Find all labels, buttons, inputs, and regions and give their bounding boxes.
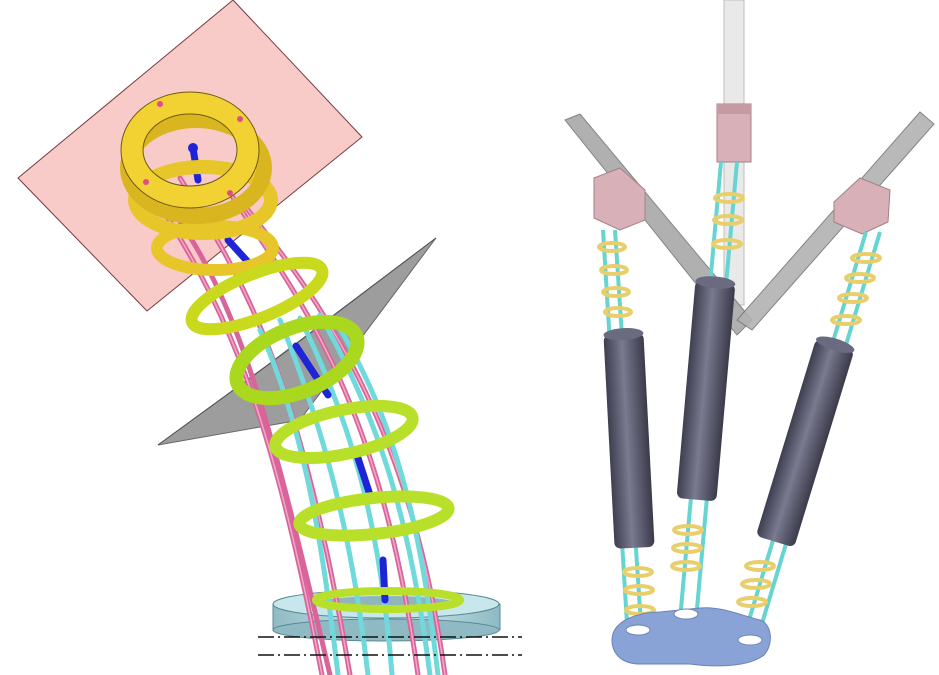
gray-plane-lower	[157, 237, 437, 446]
leg-rings	[597, 192, 882, 616]
telescopic-cylinders	[603, 276, 855, 549]
rod-cyan-4	[317, 312, 433, 675]
joint-top	[716, 103, 752, 163]
rod-cyan-2	[277, 317, 371, 675]
blue-tip	[188, 143, 198, 153]
bolt-hole-4	[227, 190, 233, 196]
ring-lime-3	[269, 400, 419, 464]
cylinder-right	[757, 336, 855, 547]
ring-lime-2	[229, 314, 365, 406]
top-ring-stack	[120, 91, 279, 276]
blue-seg-2	[224, 236, 252, 266]
rod-cyan-1	[257, 327, 341, 675]
left-panel	[17, 0, 522, 675]
joint-right	[833, 177, 891, 235]
bolt-hole-2	[237, 116, 243, 122]
rod-cyan-3	[297, 315, 395, 675]
joint-left	[593, 167, 646, 231]
ring-lime-4	[293, 490, 455, 542]
bolt-hole-3	[143, 179, 149, 185]
right-panel	[564, 0, 935, 667]
base-plate	[611, 607, 771, 667]
joint-blocks	[593, 103, 891, 235]
ring-yellow-1	[121, 92, 259, 208]
pink-plane	[17, 0, 363, 312]
bolt-hole-1	[157, 101, 163, 107]
blue-seg-4	[352, 448, 374, 499]
centerlines	[258, 636, 522, 656]
lime-rings	[185, 256, 464, 613]
ring-lime-1	[185, 256, 329, 336]
cylinder-center	[676, 276, 736, 501]
rod-pink-5	[162, 197, 333, 675]
ring-lime-5	[312, 587, 464, 613]
cylinder-left	[603, 328, 655, 549]
